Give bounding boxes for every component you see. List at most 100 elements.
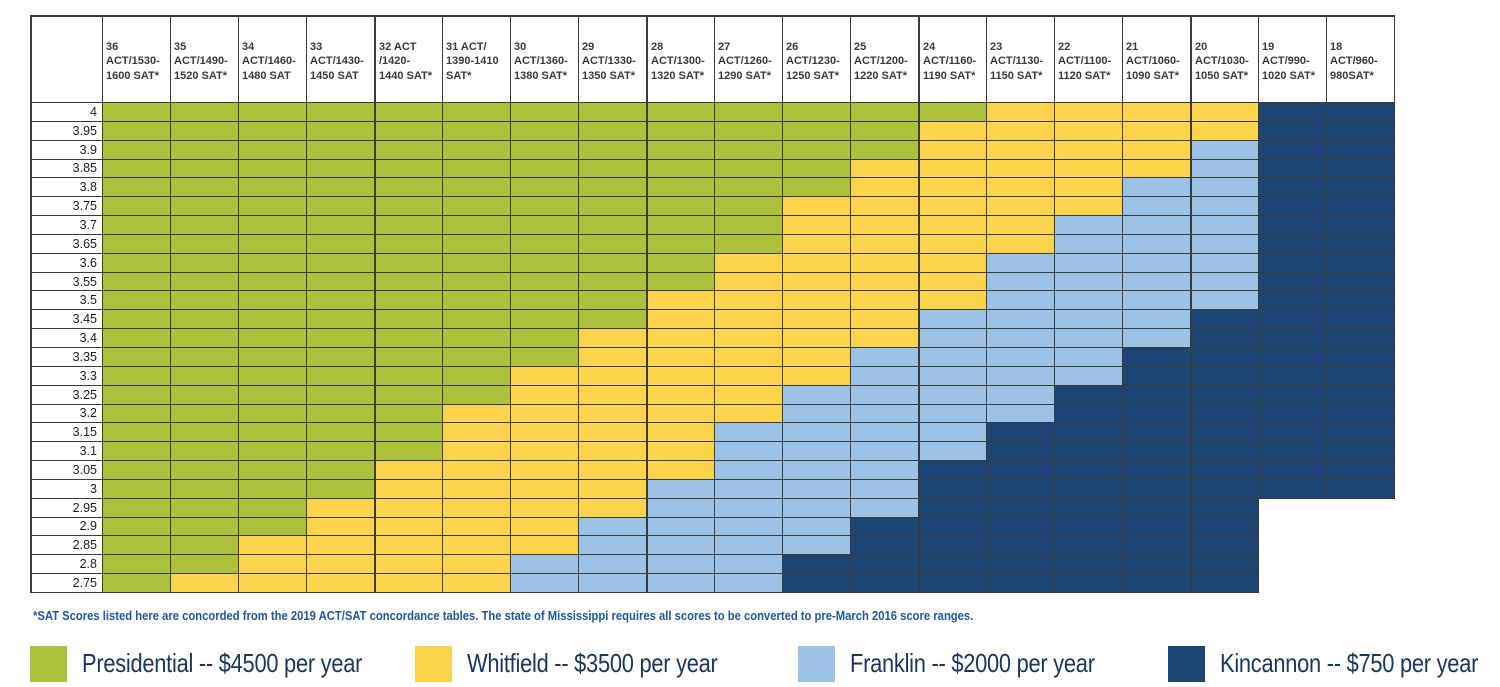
award-cell-gpa-3.6-act-31 [443,253,511,273]
award-cell-gpa-3.6-act-26 [783,253,851,273]
award-cell-gpa-3.4-act-29 [579,329,647,348]
award-cell-gpa-4-act-24 [919,103,987,122]
award-cell-gpa-2.8-act-25 [851,555,919,575]
award-cell-gpa-2.95-act-28 [647,498,715,518]
award-cell-gpa-2.95-act-25 [851,498,919,518]
col-header-line: 36 [106,41,119,54]
award-cell-gpa-3.85-act-30 [511,159,579,179]
award-cell-gpa-3.35-act-23 [987,347,1055,367]
award-cell-gpa-3.65-act-32 [375,234,443,254]
award-cell-gpa-3.75-act-33 [307,197,375,217]
award-cell-gpa-3-act-35 [171,479,239,499]
award-cell-gpa-3.8-act-23 [987,178,1055,198]
award-cell-gpa-3.7-act-27 [715,216,783,235]
award-cell-gpa-3.3-act-28 [647,366,715,386]
award-cell-gpa-2.95-act-33 [307,498,375,518]
col-header-line: SAT* [446,69,472,82]
award-cell-gpa-3-act-18 [1327,479,1395,499]
award-cell-gpa-3.35-act-31 [443,347,511,367]
award-cell-gpa-3.2-act-33 [307,404,375,424]
col-header-line: 1120 SAT* [1058,69,1111,82]
col-header-line: 34 [242,41,255,54]
award-cell-gpa-3.85-act-34 [239,159,307,179]
col-header-line: 21 [1126,41,1139,54]
award-cell-gpa-3.15-act-18 [1327,423,1395,443]
col-header-act-20: 20 ACT/1030- 1050 SAT* [1191,15,1259,103]
award-cell-gpa-4-act-28 [647,103,715,122]
award-cell-gpa-3.15-act-32 [375,423,443,443]
award-cell-gpa-3.4-act-19 [1259,329,1327,348]
no-cell [1327,536,1395,555]
col-header-line: ACT/1060- [1126,55,1180,68]
award-cell-gpa-3.7-act-25 [851,216,919,235]
scholarship-matrix-table: 36 ACT/1530- 1600 SAT* 35 ACT/1490- 1520 SAT*… [30,15,1395,593]
col-header-act-18: 18 ACT/960- 980SAT* [1327,15,1395,103]
gpa-label-3.75: 3.75 [30,197,103,217]
award-cell-gpa-3.4-act-35 [171,329,239,348]
legend-label: Franklin -- $2000 per year [850,648,1095,678]
award-cell-gpa-3.95-act-20 [1191,121,1259,141]
award-cell-gpa-3.5-act-33 [307,291,375,311]
award-cell-gpa-3.85-act-22 [1055,159,1123,179]
award-cell-gpa-4-act-18 [1327,103,1395,122]
corner-cell [30,15,103,103]
award-cell-gpa-3.65-act-18 [1327,234,1395,254]
award-cell-gpa-3.75-act-31 [443,197,511,217]
col-header-line: ACT/1490- [174,55,228,68]
award-cell-gpa-3.3-act-24 [919,366,987,386]
award-cell-gpa-3.5-act-18 [1327,291,1395,311]
col-header-act-35: 35 ACT/1490- 1520 SAT* [171,15,239,103]
award-cell-gpa-3.1-act-23 [987,442,1055,462]
award-cell-gpa-2.75-act-21 [1123,574,1191,593]
award-cell-gpa-3.05-act-21 [1123,461,1191,480]
award-cell-gpa-2.75-act-27 [715,574,783,593]
no-cell [1259,536,1327,555]
award-cell-gpa-3-act-26 [783,479,851,499]
award-cell-gpa-2.9-act-22 [1055,517,1123,537]
award-cell-gpa-3.2-act-19 [1259,404,1327,424]
col-header-line: 1320 SAT* [651,69,704,82]
award-cell-gpa-3.45-act-33 [307,310,375,330]
award-cell-gpa-3.9-act-18 [1327,140,1395,160]
award-cell-gpa-3.25-act-25 [851,385,919,405]
award-cell-gpa-3-act-32 [375,479,443,499]
award-cell-gpa-3.55-act-32 [375,272,443,292]
award-cell-gpa-4-act-33 [307,103,375,122]
award-cell-gpa-3.5-act-28 [647,291,715,311]
award-cell-gpa-3.65-act-20 [1191,234,1259,254]
award-cell-gpa-3.55-act-20 [1191,272,1259,292]
award-cell-gpa-3.55-act-36 [103,272,171,292]
no-cell [1327,555,1395,574]
award-cell-gpa-3.85-act-18 [1327,159,1395,179]
award-cell-gpa-2.75-act-26 [783,574,851,593]
award-cell-gpa-3.2-act-35 [171,404,239,424]
award-cell-gpa-3.65-act-28 [647,234,715,254]
award-cell-gpa-3.8-act-19 [1259,178,1327,198]
award-cell-gpa-3.05-act-26 [783,461,851,480]
award-cell-gpa-4-act-25 [851,103,919,122]
legend-item-whitfield: Whitfield -- $3500 per year [415,645,765,682]
legend-label: Whitfield -- $3500 per year [467,648,718,678]
legend-item-presidential: Presidential -- $4500 per year [30,645,416,682]
award-cell-gpa-3.65-act-33 [307,234,375,254]
award-cell-gpa-2.95-act-34 [239,498,307,518]
award-cell-gpa-3.1-act-31 [443,442,511,462]
award-cell-gpa-3.05-act-25 [851,461,919,480]
award-cell-gpa-3.05-act-34 [239,461,307,480]
award-cell-gpa-2.85-act-28 [647,536,715,556]
award-cell-gpa-3.35-act-29 [579,347,647,367]
award-cell-gpa-3-act-22 [1055,479,1123,499]
col-header-line: ACT/960- [1330,55,1378,68]
award-cell-gpa-3.45-act-23 [987,310,1055,330]
award-cell-gpa-4-act-30 [511,103,579,122]
award-cell-gpa-3.7-act-32 [375,216,443,235]
gpa-label-3.55: 3.55 [30,272,103,292]
award-cell-gpa-3.3-act-22 [1055,366,1123,386]
award-cell-gpa-2.85-act-22 [1055,536,1123,556]
col-header-line: 1350 SAT* [582,69,635,82]
no-cell [1259,574,1327,593]
award-cell-gpa-3.25-act-36 [103,385,171,405]
award-cell-gpa-3.95-act-28 [647,121,715,141]
award-cell-gpa-3.75-act-23 [987,197,1055,217]
award-cell-gpa-3.55-act-22 [1055,272,1123,292]
